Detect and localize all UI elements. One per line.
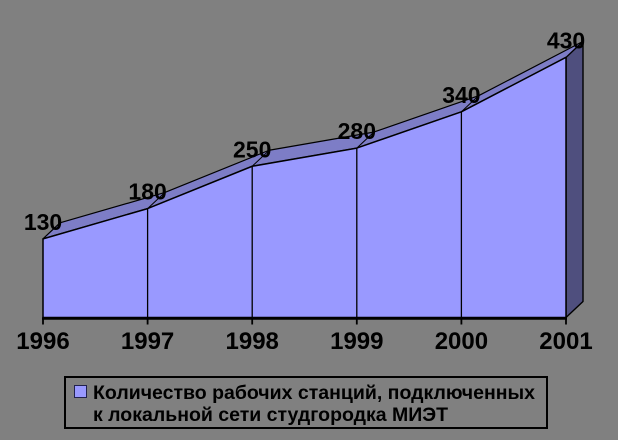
chart-ribbon-seam xyxy=(251,149,270,167)
area-chart: 130 180 250 280 340 430 1996 1997 1998 1999 2000 20… xyxy=(16,27,592,355)
legend-marker-swatch xyxy=(74,385,87,398)
x-axis-label: 2001 xyxy=(539,328,592,355)
chart-side-face xyxy=(565,40,584,319)
chart-ribbon-seam xyxy=(147,192,165,209)
legend-label: Количество рабочих станций, подключенных… xyxy=(93,382,535,426)
x-axis-label: 1996 xyxy=(16,328,69,355)
x-axis-label: 2000 xyxy=(435,328,488,355)
chart-ribbon-seam xyxy=(461,95,479,113)
data-label: 250 xyxy=(233,136,271,162)
data-label: 130 xyxy=(24,209,62,235)
data-label: 340 xyxy=(442,82,480,108)
data-label: 280 xyxy=(338,118,376,144)
x-axis-label: 1999 xyxy=(330,328,383,355)
data-label: 430 xyxy=(547,27,585,53)
legend-label-line2: к локальной сети студгородка МИЭТ xyxy=(93,404,449,426)
x-axis-label: 1997 xyxy=(121,328,174,355)
x-axis-label: 1998 xyxy=(226,328,279,355)
data-label: 180 xyxy=(128,179,166,205)
legend-label-line1: Количество рабочих станций, подключенных xyxy=(93,382,536,404)
chart-ribbon-seam xyxy=(356,131,375,149)
legend: Количество рабочих станций, подключенных… xyxy=(64,376,548,429)
